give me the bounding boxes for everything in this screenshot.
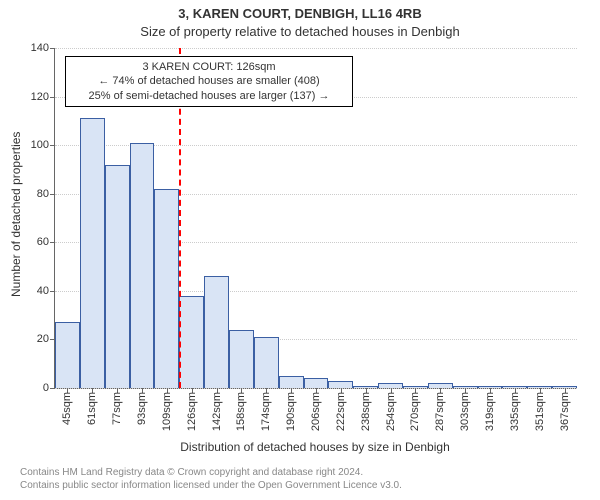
bar xyxy=(254,337,279,388)
footer-line-2: Contains public sector information licen… xyxy=(20,479,402,492)
bar xyxy=(154,189,179,388)
footer-attribution: Contains HM Land Registry data © Crown c… xyxy=(20,466,402,492)
chart-subtitle: Size of property relative to detached ho… xyxy=(0,24,600,39)
x-tick-label: 287sqm xyxy=(434,388,446,431)
x-tick-label: 126sqm xyxy=(186,388,198,431)
x-tick-label: 158sqm xyxy=(235,388,247,431)
chart-container: 3, KAREN COURT, DENBIGH, LL16 4RB Size o… xyxy=(0,0,600,500)
y-tick-label: 120 xyxy=(31,91,55,103)
bar xyxy=(179,296,204,388)
bar xyxy=(130,143,155,388)
footer-line-1: Contains HM Land Registry data © Crown c… xyxy=(20,466,402,479)
x-tick-label: 174sqm xyxy=(260,388,272,431)
annotation-line-2: ← 74% of detached houses are smaller (40… xyxy=(72,74,346,88)
y-tick-label: 0 xyxy=(43,382,55,394)
x-tick-label: 238sqm xyxy=(360,388,372,431)
x-tick-label: 254sqm xyxy=(385,388,397,431)
y-tick-label: 20 xyxy=(37,333,55,345)
bar xyxy=(105,165,130,388)
bar xyxy=(304,378,329,388)
x-tick-label: 335sqm xyxy=(509,388,521,431)
bar xyxy=(328,381,353,388)
y-axis-label: Number of detached properties xyxy=(9,137,23,297)
y-tick-label: 40 xyxy=(37,285,55,297)
annotation-line-3: 25% of semi-detached houses are larger (… xyxy=(72,89,346,103)
x-tick-label: 61sqm xyxy=(86,388,98,425)
bar xyxy=(55,322,80,388)
x-tick-label: 142sqm xyxy=(211,388,223,431)
x-tick-label: 222sqm xyxy=(335,388,347,431)
chart-title: 3, KAREN COURT, DENBIGH, LL16 4RB xyxy=(0,6,600,21)
gridline xyxy=(55,48,577,49)
x-tick-label: 109sqm xyxy=(161,388,173,431)
y-tick-label: 140 xyxy=(31,42,55,54)
bar xyxy=(229,330,254,388)
x-tick-label: 303sqm xyxy=(459,388,471,431)
x-axis-label: Distribution of detached houses by size … xyxy=(54,440,576,454)
bar xyxy=(279,376,304,388)
x-tick-label: 77sqm xyxy=(111,388,123,425)
x-tick-label: 190sqm xyxy=(285,388,297,431)
x-tick-label: 93sqm xyxy=(136,388,148,425)
annotation-box: 3 KAREN COURT: 126sqm ← 74% of detached … xyxy=(65,56,353,107)
plot-area: 02040608010012014045sqm61sqm77sqm93sqm10… xyxy=(54,48,577,389)
x-tick-label: 319sqm xyxy=(484,388,496,431)
annotation-line-1: 3 KAREN COURT: 126sqm xyxy=(72,60,346,74)
y-tick-label: 80 xyxy=(37,188,55,200)
x-tick-label: 367sqm xyxy=(559,388,571,431)
x-tick-label: 206sqm xyxy=(310,388,322,431)
x-tick-label: 270sqm xyxy=(409,388,421,431)
x-tick-label: 351sqm xyxy=(534,388,546,431)
x-tick-label: 45sqm xyxy=(61,388,73,425)
bar xyxy=(204,276,229,388)
bar xyxy=(80,118,105,388)
y-tick-label: 60 xyxy=(37,236,55,248)
y-tick-label: 100 xyxy=(31,139,55,151)
